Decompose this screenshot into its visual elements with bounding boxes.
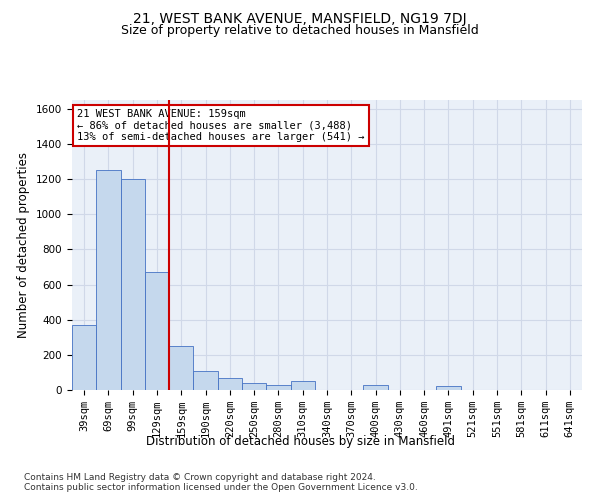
Text: Size of property relative to detached houses in Mansfield: Size of property relative to detached ho… — [121, 24, 479, 37]
Bar — [169, 346, 193, 390]
Y-axis label: Number of detached properties: Number of detached properties — [17, 152, 31, 338]
Bar — [242, 383, 266, 390]
Bar — [364, 384, 388, 390]
Text: Distribution of detached houses by size in Mansfield: Distribution of detached houses by size … — [146, 435, 455, 448]
Text: Contains HM Land Registry data © Crown copyright and database right 2024.
Contai: Contains HM Land Registry data © Crown c… — [24, 472, 418, 492]
Bar — [290, 381, 315, 390]
Text: 21, WEST BANK AVENUE, MANSFIELD, NG19 7DJ: 21, WEST BANK AVENUE, MANSFIELD, NG19 7D… — [133, 12, 467, 26]
Bar — [96, 170, 121, 390]
Text: 21 WEST BANK AVENUE: 159sqm
← 86% of detached houses are smaller (3,488)
13% of : 21 WEST BANK AVENUE: 159sqm ← 86% of det… — [77, 108, 365, 142]
Bar — [145, 272, 169, 390]
Bar — [266, 384, 290, 390]
Bar — [218, 378, 242, 390]
Bar — [436, 386, 461, 390]
Bar — [72, 325, 96, 390]
Bar — [121, 179, 145, 390]
Bar — [193, 370, 218, 390]
